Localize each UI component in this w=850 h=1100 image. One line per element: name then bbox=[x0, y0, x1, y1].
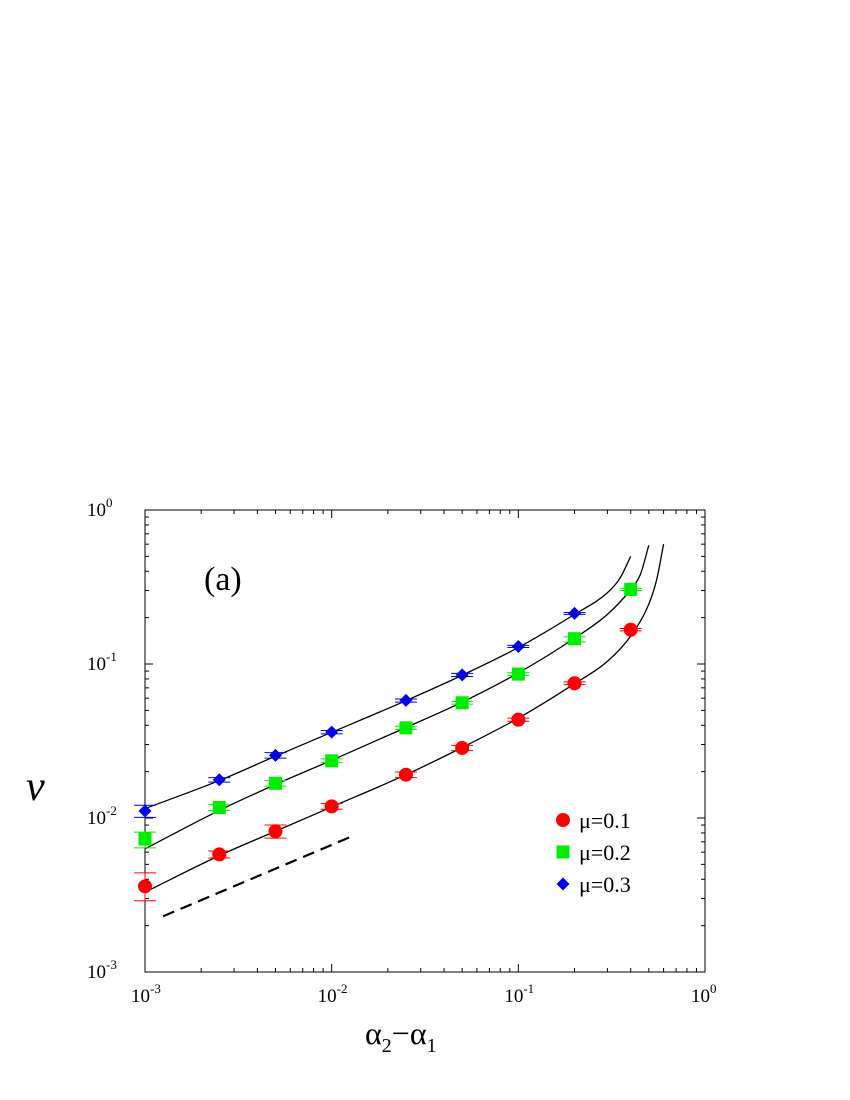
data-point bbox=[511, 667, 525, 681]
data-point bbox=[138, 804, 152, 818]
legend-marker bbox=[556, 813, 570, 827]
y-tick-label-base: 10 bbox=[87, 500, 106, 521]
x-tick-label-base: 10 bbox=[691, 986, 710, 1007]
data-point bbox=[268, 748, 282, 762]
y-tick-label-exponent: 0 bbox=[106, 495, 113, 510]
data-point bbox=[138, 832, 152, 846]
y-tick-label-base: 10 bbox=[87, 654, 106, 675]
x-tick-label: 10-3 bbox=[131, 981, 161, 1007]
data-point bbox=[624, 582, 638, 596]
data-point bbox=[324, 799, 339, 814]
legend: μ=0.1 μ=0.2 μ=0.3 bbox=[556, 808, 631, 897]
x-tick-label: 10-2 bbox=[318, 981, 348, 1007]
panel-label: (a) bbox=[204, 561, 242, 598]
data-point bbox=[212, 773, 226, 787]
y-tick-label: 10-1 bbox=[87, 649, 117, 675]
x-tick-label: 100 bbox=[691, 981, 717, 1007]
x-tick-label-base: 10 bbox=[131, 986, 150, 1007]
y-tick-label-exponent: -2 bbox=[106, 803, 117, 818]
data-point bbox=[399, 693, 413, 707]
y-tick-label: 10-2 bbox=[87, 803, 117, 829]
data-point bbox=[455, 740, 470, 755]
data-point bbox=[568, 606, 582, 620]
plot-area bbox=[144, 509, 706, 973]
legend-marker bbox=[556, 877, 570, 891]
x-tick-label-exponent: -3 bbox=[150, 981, 161, 996]
data-point bbox=[138, 879, 152, 894]
x-axis-label: α2−α1 bbox=[365, 1015, 437, 1057]
data-point bbox=[268, 776, 282, 790]
legend-marker bbox=[556, 845, 570, 859]
y-tick-label: 100 bbox=[87, 495, 113, 521]
y-tick-label: 10-3 bbox=[87, 957, 117, 983]
data-point bbox=[398, 767, 413, 782]
y-axis-label: v bbox=[26, 764, 45, 810]
x-tick-label: 10-1 bbox=[504, 981, 534, 1007]
y-tick-label-base: 10 bbox=[87, 962, 106, 983]
x-tick-label-exponent: -2 bbox=[337, 981, 348, 996]
data-point bbox=[212, 847, 227, 862]
legend-label: μ=0.3 bbox=[579, 872, 631, 897]
x-axis-label-alpha2: α bbox=[365, 1015, 382, 1051]
data-point bbox=[568, 632, 582, 646]
reference-dashed-line bbox=[162, 836, 351, 918]
data-point bbox=[212, 800, 226, 814]
x-tick-label-exponent: -1 bbox=[523, 981, 534, 996]
data-markers bbox=[138, 582, 638, 894]
data-point bbox=[455, 668, 469, 682]
y-tick-label-exponent: -1 bbox=[106, 649, 117, 664]
x-tick-label-base: 10 bbox=[504, 986, 523, 1007]
x-tick-label-base: 10 bbox=[318, 986, 337, 1007]
data-point bbox=[399, 721, 413, 735]
data-point bbox=[268, 824, 283, 839]
y-tick-label-base: 10 bbox=[87, 808, 106, 829]
data-point bbox=[325, 725, 339, 739]
y-tick-label-exponent: -3 bbox=[106, 957, 117, 972]
data-point bbox=[455, 696, 469, 710]
data-point bbox=[511, 639, 525, 653]
data-point bbox=[325, 754, 339, 768]
legend-label: μ=0.2 bbox=[579, 840, 631, 865]
data-point bbox=[567, 676, 582, 691]
x-axis-label-minus: − bbox=[392, 1015, 410, 1051]
legend-label: μ=0.1 bbox=[579, 808, 631, 833]
plot-frame bbox=[144, 509, 706, 973]
x-tick-label-exponent: 0 bbox=[710, 981, 717, 996]
data-point bbox=[623, 622, 638, 637]
x-axis-label-alpha1: α bbox=[410, 1015, 427, 1051]
x-axis-label-sub1: 1 bbox=[427, 1035, 437, 1057]
x-axis-label-sub2: 2 bbox=[382, 1035, 392, 1057]
data-point bbox=[511, 712, 526, 727]
axis-ticks bbox=[144, 510, 705, 973]
